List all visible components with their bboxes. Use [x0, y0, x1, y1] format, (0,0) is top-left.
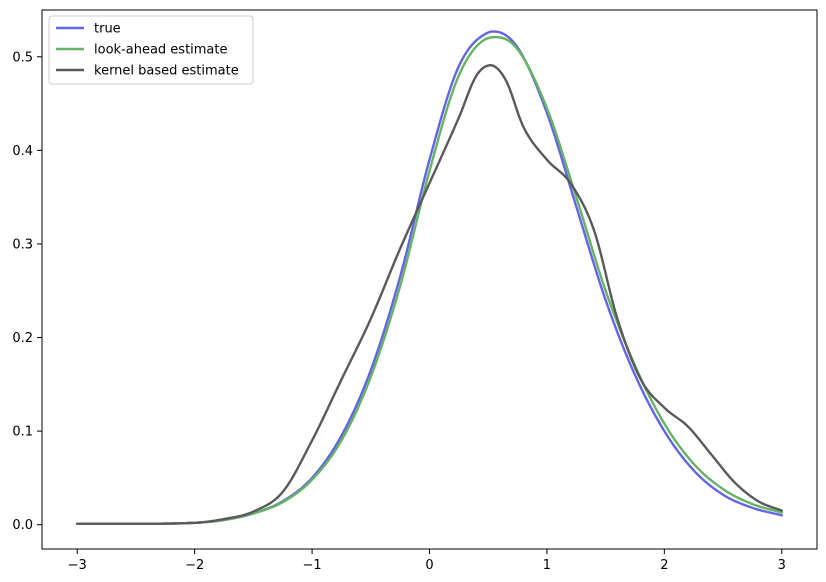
series-layer [76, 30, 783, 525]
x-axis: −3 −2 −1 0 1 2 3 [68, 549, 786, 573]
legend: true look-ahead estimate kernel based esti… [48, 15, 254, 85]
y-tick-label: 0.1 [12, 425, 33, 440]
x-tick-label: −1 [302, 558, 321, 573]
y-tick-label: 0.2 [12, 331, 33, 346]
y-axis: 0.0 0.1 0.2 0.3 0.4 0.5 [12, 50, 42, 533]
series-line-kernel-based-estimate [76, 64, 783, 525]
legend-label: look-ahead estimate [94, 43, 228, 58]
legend-label: true [94, 22, 121, 37]
legend-label: kernel based estimate [94, 64, 239, 79]
x-tick-label: 1 [543, 558, 551, 573]
y-tick-label: 0.0 [12, 518, 33, 533]
x-tick-label: −3 [68, 558, 87, 573]
x-tick-label: 2 [660, 558, 668, 573]
y-tick-label: 0.3 [12, 237, 33, 252]
y-tick-label: 0.4 [12, 144, 33, 159]
x-tick-label: 0 [425, 558, 433, 573]
x-tick-label: −2 [185, 558, 204, 573]
x-tick-label: 3 [778, 558, 786, 573]
y-tick-label: 0.5 [12, 50, 33, 65]
legend-box [48, 15, 254, 85]
